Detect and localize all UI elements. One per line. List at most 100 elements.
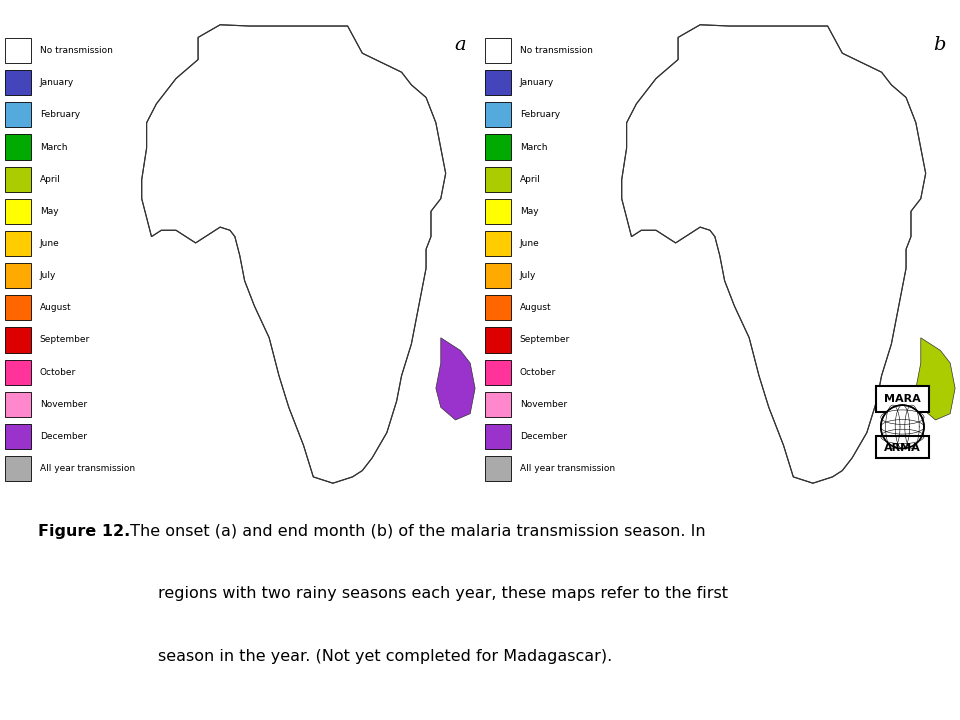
Bar <box>485 328 511 353</box>
Bar <box>485 199 511 224</box>
Bar <box>616 174 774 224</box>
Bar <box>392 123 480 199</box>
Bar <box>485 70 511 95</box>
Text: June: June <box>520 239 540 248</box>
Bar <box>5 295 31 320</box>
Bar <box>485 392 511 417</box>
Text: September: September <box>520 336 570 344</box>
Bar <box>485 166 511 192</box>
Text: December: December <box>520 432 566 441</box>
Bar <box>5 102 31 127</box>
Bar <box>5 199 31 224</box>
Text: MARA: MARA <box>884 394 921 404</box>
Bar <box>862 325 960 426</box>
Bar <box>485 102 511 127</box>
Text: March: March <box>40 143 67 151</box>
Bar <box>392 60 480 123</box>
Bar <box>5 166 31 192</box>
Text: a: a <box>454 36 466 54</box>
Text: October: October <box>520 368 556 377</box>
Text: January: January <box>40 78 74 87</box>
Text: June: June <box>40 239 60 248</box>
Text: October: October <box>40 368 76 377</box>
Text: season in the year. (Not yet completed for Madagascar).: season in the year. (Not yet completed f… <box>158 649 612 664</box>
Bar <box>5 135 31 160</box>
Text: ARMA: ARMA <box>884 443 921 453</box>
Bar <box>769 217 852 294</box>
Bar <box>294 414 401 490</box>
Polygon shape <box>436 338 475 420</box>
Bar <box>289 217 372 294</box>
Bar <box>616 135 891 186</box>
Bar <box>616 211 754 274</box>
Bar <box>485 263 511 288</box>
Text: No transmission: No transmission <box>520 46 592 55</box>
Bar <box>876 436 928 458</box>
Bar <box>5 392 31 417</box>
Bar <box>392 186 480 262</box>
Bar <box>485 359 511 384</box>
Text: February: February <box>40 110 80 120</box>
Bar <box>485 456 511 481</box>
Polygon shape <box>916 338 955 420</box>
Text: August: August <box>520 303 551 312</box>
Bar <box>616 72 891 148</box>
Bar <box>5 328 31 353</box>
Text: March: March <box>520 143 547 151</box>
Bar <box>5 456 31 481</box>
Bar <box>136 72 421 135</box>
Text: April: April <box>520 175 540 184</box>
Bar <box>275 230 294 274</box>
Text: May: May <box>520 207 539 216</box>
Bar <box>754 338 881 420</box>
Bar <box>294 237 411 312</box>
Bar <box>616 60 754 123</box>
Text: November: November <box>520 400 567 409</box>
Circle shape <box>881 405 924 449</box>
Bar <box>764 224 862 287</box>
Bar <box>136 211 275 262</box>
Bar <box>616 22 960 85</box>
Text: July: July <box>520 271 537 280</box>
Text: b: b <box>933 36 946 54</box>
Bar <box>862 199 960 338</box>
Bar <box>5 424 31 449</box>
Bar <box>876 386 928 413</box>
Text: November: November <box>40 400 87 409</box>
Bar <box>136 22 480 85</box>
Bar <box>136 148 324 199</box>
Bar <box>485 38 511 63</box>
Bar <box>485 424 511 449</box>
Bar <box>485 295 511 320</box>
Polygon shape <box>622 24 925 483</box>
Text: July: July <box>40 271 57 280</box>
Text: August: August <box>40 303 71 312</box>
Bar <box>485 135 511 160</box>
Bar <box>485 231 511 256</box>
Bar <box>754 237 862 312</box>
PathPatch shape <box>480 22 960 504</box>
Text: April: April <box>40 175 60 184</box>
Text: The onset (a) and end month (b) of the malaria transmission season. In: The onset (a) and end month (b) of the m… <box>125 523 706 539</box>
Bar <box>401 414 480 490</box>
Bar <box>275 338 421 426</box>
Text: No transmission: No transmission <box>40 46 112 55</box>
Text: December: December <box>40 432 86 441</box>
Bar <box>264 262 411 356</box>
Bar <box>5 359 31 384</box>
Bar <box>744 274 862 356</box>
Text: May: May <box>40 207 59 216</box>
Text: January: January <box>520 78 554 87</box>
PathPatch shape <box>0 22 480 504</box>
Bar <box>136 123 411 167</box>
Bar <box>881 72 960 148</box>
Text: Figure 12.: Figure 12. <box>38 523 131 539</box>
Bar <box>862 123 960 211</box>
Bar <box>5 231 31 256</box>
Text: regions with two rainy seasons each year, these maps refer to the first: regions with two rainy seasons each year… <box>158 586 729 601</box>
Bar <box>764 408 881 490</box>
Bar <box>5 263 31 288</box>
Text: All year transmission: All year transmission <box>40 464 135 473</box>
Text: September: September <box>40 336 90 344</box>
Bar <box>136 180 324 237</box>
